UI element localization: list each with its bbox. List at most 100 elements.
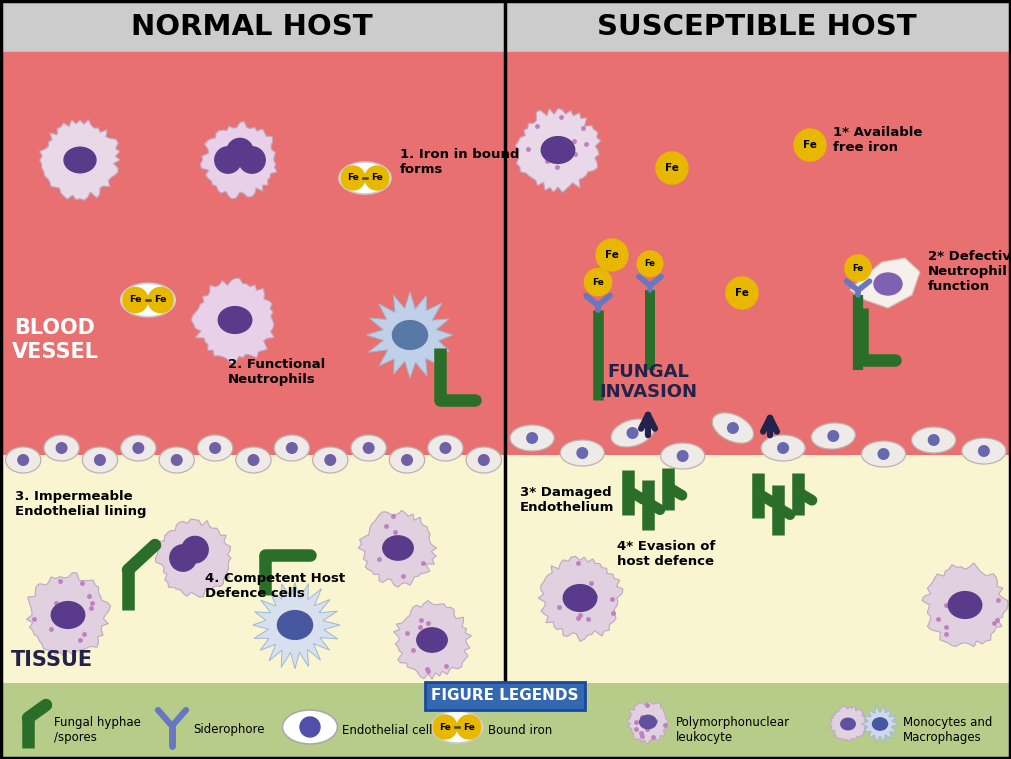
Ellipse shape	[401, 454, 413, 466]
Circle shape	[596, 239, 628, 271]
Ellipse shape	[171, 454, 183, 466]
Ellipse shape	[727, 422, 739, 434]
Polygon shape	[830, 706, 866, 741]
Ellipse shape	[912, 427, 955, 453]
Text: 4* Evasion of
host defence: 4* Evasion of host defence	[617, 540, 716, 568]
Bar	[506, 52, 1009, 467]
Ellipse shape	[576, 447, 588, 459]
Text: Fe: Fe	[592, 278, 604, 287]
Circle shape	[365, 166, 389, 190]
Circle shape	[122, 288, 148, 313]
Circle shape	[433, 715, 457, 739]
Ellipse shape	[43, 435, 79, 461]
Ellipse shape	[132, 442, 145, 454]
Text: 2. Functional
Neutrophils: 2. Functional Neutrophils	[228, 358, 326, 386]
Ellipse shape	[526, 432, 538, 444]
Text: Fe: Fe	[439, 723, 451, 732]
Ellipse shape	[197, 435, 233, 461]
Ellipse shape	[159, 447, 194, 473]
Text: Endothelial cell: Endothelial cell	[342, 723, 433, 736]
Text: Fe: Fe	[803, 140, 817, 150]
Circle shape	[656, 152, 688, 184]
Ellipse shape	[428, 435, 463, 461]
Ellipse shape	[351, 435, 386, 461]
Polygon shape	[358, 510, 437, 587]
Ellipse shape	[640, 715, 656, 729]
Polygon shape	[516, 109, 601, 193]
Ellipse shape	[440, 442, 452, 454]
Ellipse shape	[389, 447, 425, 473]
Polygon shape	[200, 121, 277, 199]
FancyBboxPatch shape	[0, 455, 507, 683]
Text: Fe: Fe	[644, 260, 655, 268]
Text: Monocytes and
Macrophages: Monocytes and Macrophages	[903, 716, 993, 744]
Ellipse shape	[874, 273, 902, 295]
FancyBboxPatch shape	[502, 455, 1011, 683]
Ellipse shape	[611, 419, 654, 447]
Polygon shape	[538, 556, 623, 641]
Ellipse shape	[777, 442, 790, 454]
Ellipse shape	[312, 447, 348, 473]
Text: Fe: Fe	[371, 174, 383, 182]
Text: 3. Impermeable
Endothelial lining: 3. Impermeable Endothelial lining	[15, 490, 147, 518]
Polygon shape	[850, 258, 920, 308]
Text: 1. Iron in bound
forms: 1. Iron in bound forms	[400, 148, 520, 176]
Ellipse shape	[248, 454, 260, 466]
Text: NORMAL HOST: NORMAL HOST	[131, 13, 373, 41]
Ellipse shape	[274, 435, 309, 461]
Polygon shape	[628, 701, 668, 744]
Ellipse shape	[363, 442, 375, 454]
Text: Fe: Fe	[347, 174, 359, 182]
Bar	[0, 0, 1011, 52]
Polygon shape	[39, 120, 120, 200]
Text: Fe: Fe	[735, 288, 749, 298]
Ellipse shape	[218, 307, 252, 333]
Ellipse shape	[286, 442, 298, 454]
Ellipse shape	[712, 413, 753, 443]
Text: Bound iron: Bound iron	[488, 723, 552, 736]
Polygon shape	[156, 519, 231, 597]
Ellipse shape	[120, 283, 175, 317]
Text: 2* Defective
Neutrophil
function: 2* Defective Neutrophil function	[928, 250, 1011, 294]
Ellipse shape	[811, 423, 855, 449]
Text: Fe: Fe	[665, 163, 679, 173]
Ellipse shape	[861, 441, 906, 467]
Circle shape	[794, 129, 826, 161]
Ellipse shape	[928, 434, 939, 446]
Text: SUSCEPTIBLE HOST: SUSCEPTIBLE HOST	[598, 13, 917, 41]
Ellipse shape	[431, 711, 483, 743]
Circle shape	[239, 146, 265, 173]
Circle shape	[584, 269, 612, 296]
Ellipse shape	[56, 442, 68, 454]
Ellipse shape	[5, 447, 40, 473]
Ellipse shape	[466, 447, 501, 473]
Ellipse shape	[978, 445, 990, 457]
Polygon shape	[393, 600, 471, 679]
Ellipse shape	[872, 718, 888, 730]
Ellipse shape	[82, 447, 117, 473]
Circle shape	[182, 537, 208, 563]
Ellipse shape	[841, 718, 855, 729]
Ellipse shape	[541, 137, 574, 163]
Circle shape	[726, 277, 758, 309]
Ellipse shape	[392, 320, 428, 349]
Polygon shape	[367, 292, 453, 378]
Ellipse shape	[94, 454, 106, 466]
Polygon shape	[861, 705, 899, 742]
Circle shape	[170, 545, 196, 572]
Ellipse shape	[827, 430, 839, 442]
Text: Fe: Fe	[129, 295, 142, 304]
Text: TISSUE: TISSUE	[11, 650, 93, 670]
Ellipse shape	[339, 162, 391, 194]
Ellipse shape	[560, 440, 605, 466]
Ellipse shape	[761, 435, 805, 461]
Text: Fungal hyphae
/spores: Fungal hyphae /spores	[54, 716, 141, 744]
Bar	[0, 683, 1011, 759]
Polygon shape	[191, 279, 274, 364]
Ellipse shape	[282, 710, 338, 744]
Ellipse shape	[961, 438, 1006, 464]
Ellipse shape	[676, 450, 688, 462]
Polygon shape	[26, 573, 110, 657]
Polygon shape	[253, 583, 340, 669]
Circle shape	[845, 255, 871, 282]
